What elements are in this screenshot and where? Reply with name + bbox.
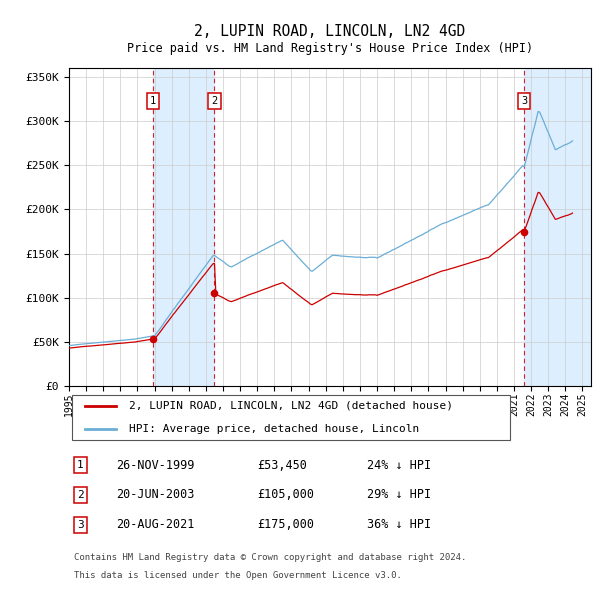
- Text: 26-NOV-1999: 26-NOV-1999: [116, 459, 194, 472]
- Text: 20-AUG-2021: 20-AUG-2021: [116, 518, 194, 531]
- Text: 20-JUN-2003: 20-JUN-2003: [116, 489, 194, 502]
- Text: £53,450: £53,450: [257, 459, 307, 472]
- Text: 36% ↓ HPI: 36% ↓ HPI: [367, 518, 431, 531]
- Text: 1: 1: [150, 96, 156, 106]
- Bar: [524, 68, 591, 386]
- Text: 3: 3: [77, 520, 84, 530]
- Text: 2, LUPIN ROAD, LINCOLN, LN2 4GD: 2, LUPIN ROAD, LINCOLN, LN2 4GD: [194, 24, 466, 38]
- Text: This data is licensed under the Open Government Licence v3.0.: This data is licensed under the Open Gov…: [74, 571, 402, 581]
- Text: HPI: Average price, detached house, Lincoln: HPI: Average price, detached house, Linc…: [129, 424, 419, 434]
- Text: £105,000: £105,000: [257, 489, 314, 502]
- Text: 2, LUPIN ROAD, LINCOLN, LN2 4GD (detached house): 2, LUPIN ROAD, LINCOLN, LN2 4GD (detache…: [129, 401, 453, 411]
- Text: Contains HM Land Registry data © Crown copyright and database right 2024.: Contains HM Land Registry data © Crown c…: [74, 553, 467, 562]
- Text: 24% ↓ HPI: 24% ↓ HPI: [367, 459, 431, 472]
- Bar: [153, 68, 214, 386]
- Text: Price paid vs. HM Land Registry's House Price Index (HPI): Price paid vs. HM Land Registry's House …: [127, 42, 533, 55]
- Text: 2: 2: [211, 96, 218, 106]
- FancyBboxPatch shape: [71, 395, 510, 440]
- Text: £175,000: £175,000: [257, 518, 314, 531]
- Text: 29% ↓ HPI: 29% ↓ HPI: [367, 489, 431, 502]
- Text: 3: 3: [521, 96, 527, 106]
- Text: 2: 2: [77, 490, 84, 500]
- Text: 1: 1: [77, 460, 84, 470]
